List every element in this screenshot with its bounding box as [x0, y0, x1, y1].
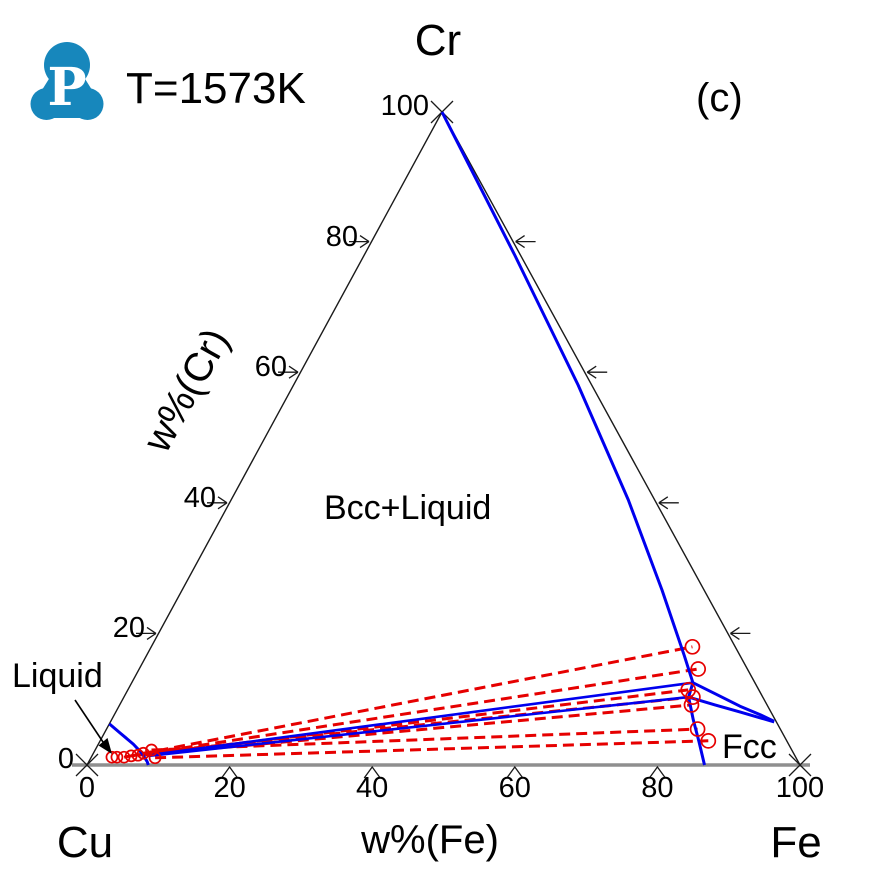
bottom-tick: [221, 765, 239, 779]
left-axis-tick-label: 20: [112, 612, 145, 645]
corner-label-cr: Cr: [414, 16, 462, 65]
solid-composition-point: [684, 638, 701, 655]
bottom-axis-tick-label: 20: [213, 772, 246, 804]
temperature-label: T=1573K: [126, 64, 306, 113]
left-axis-tick-label: 0: [57, 743, 74, 775]
bottom-axis-tick-label: 80: [641, 772, 674, 804]
left-axis-tick-label: 60: [254, 351, 287, 384]
left-axis-tick-label: 40: [183, 481, 216, 514]
left-tick-arrow: [136, 626, 157, 640]
tie-line-dashed: [155, 739, 709, 760]
bottom-axis-tick-label: 40: [356, 772, 389, 804]
left-tick-arrow: [278, 365, 299, 379]
solid-composition-point: [690, 661, 707, 677]
tie-line-dashed: [130, 667, 699, 758]
bottom-tick: [363, 765, 381, 779]
left-tick-arrow: [207, 496, 228, 510]
left-tick-arrow: [349, 235, 370, 249]
right-tick-arrow: [515, 235, 536, 249]
solid-composition-point: [689, 721, 706, 737]
solid-composition-point: [683, 697, 700, 713]
solid-composition-point: [700, 732, 717, 749]
liquid-composition-point: [110, 750, 124, 764]
bottom-axis-tick-label: 60: [498, 772, 531, 804]
liquid-annotation-arrow-line: [74, 699, 104, 743]
corner-tick-x: [788, 753, 812, 777]
right-tick-arrow: [658, 496, 679, 510]
bottom-axis-title: w%(Fe): [361, 818, 499, 862]
right-edge-line: [441, 111, 801, 766]
liquid-composition-point: [136, 746, 150, 760]
bottom-axis-tick-label: 0: [78, 772, 96, 804]
phase-boundary-liquidus-cu-corner: [108, 722, 150, 766]
panel-letter-label: (c): [696, 76, 743, 120]
right-tick-arrow: [586, 365, 608, 379]
phase-boundary-bcc-fcc-wedge-upper: [692, 681, 775, 723]
liquid-composition-point: [117, 750, 131, 764]
bottom-tick: [506, 765, 524, 779]
liquid-composition-point: [131, 748, 145, 762]
three-phase-tie-line-liquid-fcc: [148, 695, 689, 758]
region-label-bcc-liquid: Bcc+Liquid: [324, 489, 492, 527]
liquid-composition-point: [148, 751, 162, 765]
right-tick-arrow: [730, 626, 751, 640]
phase-boundary-bcc-fcc-wedge-lower: [688, 695, 775, 724]
logo-cloud-icon: [30, 42, 104, 120]
corner-label-fe: Fe: [770, 818, 822, 867]
corner-label-cu: Cu: [56, 818, 114, 867]
corner-tick-x: [75, 753, 99, 777]
solid-composition-point: [685, 689, 701, 705]
liquid-composition-point: [105, 750, 119, 764]
tie-line-dashed: [123, 645, 693, 759]
liquid-composition-point: [145, 743, 158, 757]
liquid-annotation-arrowhead: [98, 738, 112, 754]
region-label-fcc: Fcc: [722, 728, 777, 766]
logo-letter: P: [47, 57, 87, 118]
left-axis-tick-label: 80: [325, 220, 358, 253]
pandat-logo: P: [30, 40, 104, 128]
region-label-liquid: Liquid: [12, 657, 103, 695]
left-edge-line: [86, 111, 443, 766]
bottom-tick: [648, 765, 666, 779]
liquid-composition-point: [124, 749, 138, 763]
left-axis-tick-label: 100: [380, 90, 429, 122]
phase-boundary-bcc-solvus-and-fcc-boundary: [440, 111, 706, 766]
three-phase-tie-line-liquid-bcc: [148, 681, 694, 757]
bottom-axis-tick-label: 100: [775, 772, 825, 804]
